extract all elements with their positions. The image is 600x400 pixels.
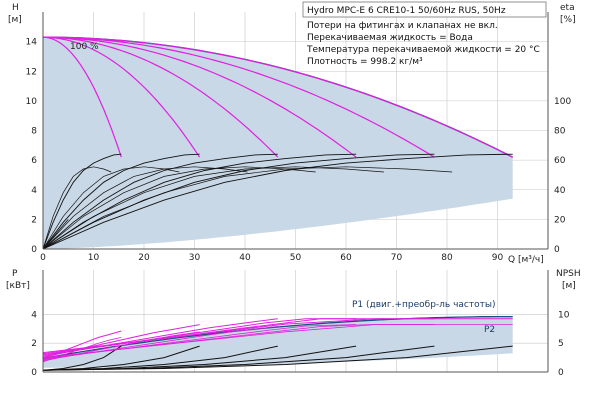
y-tick-label-eta-3: 60 (554, 156, 566, 166)
curves-layer (42, 36, 514, 250)
series-label-p1: P1 (двиг.+преобр-ль частоты) (352, 300, 496, 310)
series-label-p2: P2 (484, 325, 495, 335)
operating-band-area (43, 37, 513, 250)
y-tick-label-npsh-0: 0 (558, 368, 564, 378)
x-axis-title: Q [м³/ч] (508, 255, 544, 265)
head-efficiency-panel: H [м] eta [%] 0 10 20 30 40 50 60 70 80 90 0 2 4 6 8 10… (8, 1, 576, 265)
x-tick-label-3: 30 (189, 253, 201, 263)
efficiency-partial-curve-3 (42, 166, 248, 250)
info-box: Hydro MPC-E 6 CRE10-1 50/60Hz RUS, 50Hz … (302, 1, 547, 67)
y-tick-label-p-1: 2 (31, 339, 37, 349)
npsh-curve-6 (42, 345, 513, 371)
bottom-curves-layer (42, 315, 513, 371)
y-axis-unit-eta: [%] (560, 15, 576, 25)
info-line-3: Температура перекачиваемой жидкости = 20… (306, 45, 540, 55)
efficiency-partial-curve-5 (42, 166, 384, 250)
x-tick-label-4: 40 (239, 253, 251, 263)
y-axis-title-npsh: NPSH (556, 269, 581, 279)
pump-count-curve-5 (42, 36, 435, 158)
speed-label: 100 % (70, 42, 99, 52)
top-axes (42, 12, 549, 250)
pump-count-curve-1 (42, 36, 122, 158)
y-tick-label-eta-2: 40 (554, 186, 566, 196)
y-tick-label-h-6: 12 (26, 67, 37, 77)
y-tick-label-eta-0: 0 (554, 245, 560, 255)
y-tick-label-h-7: 14 (26, 38, 38, 48)
pump-count-curve-3 (42, 36, 279, 158)
efficiency-partial-curve-2 (42, 166, 180, 250)
y-axis-title-eta: eta (560, 3, 575, 13)
power-band-area (43, 316, 513, 368)
bottom-tick-labels: 0 2 4 0 5 10 (31, 310, 569, 378)
info-box-frame (302, 1, 547, 18)
efficiency-curve-3 (42, 153, 278, 250)
y-axis-title-h: H (12, 3, 19, 13)
info-line-4: Плотность = 998.2 кг/м³ (307, 57, 423, 67)
npsh-curve-1 (42, 345, 122, 371)
y-axis-title-p: P (12, 269, 18, 279)
y-tick-label-npsh-2: 10 (558, 310, 570, 320)
p1-curve-4 (42, 318, 357, 356)
operating-area-band (43, 37, 513, 250)
pump-count-curve-2 (42, 36, 201, 158)
x-tick-label-9: 90 (492, 253, 504, 263)
x-tick-label-8: 80 (441, 253, 453, 263)
power-npsh-panel: P [кВт] NPSH [м] 0 2 4 0 5 10 P1 (двиг.+преоб… (6, 269, 581, 378)
x-tick-label-1: 10 (88, 253, 100, 263)
y-tick-label-p-2: 4 (31, 310, 37, 320)
efficiency-partial-curve-6 (42, 166, 453, 250)
efficiency-partial-curve-1 (42, 166, 112, 250)
y-tick-label-h-3: 6 (31, 156, 37, 166)
efficiency-curve-5 (42, 153, 435, 250)
y-tick-label-eta-5: 100 (554, 97, 571, 107)
efficiency-curve-2 (42, 153, 200, 250)
pump-count-curve-4 (42, 36, 357, 158)
top-tick-labels: 0 10 20 30 40 50 60 70 80 90 0 2 4 6 8 10 12 14 0 20 40 60 80 1… (26, 38, 572, 263)
y-tick-label-h-1: 2 (31, 215, 37, 225)
efficiency-curve-1 (42, 153, 122, 250)
y-axis-unit-npsh: [м] (562, 281, 576, 291)
y-tick-label-h-0: 0 (31, 245, 37, 255)
x-tick-label-7: 70 (391, 253, 403, 263)
x-tick-label-0: 0 (40, 253, 46, 263)
efficiency-partial-curve-4 (42, 166, 316, 250)
y-tick-label-h-2: 4 (31, 186, 37, 196)
y-tick-label-p-0: 0 (31, 368, 37, 378)
y-tick-label-h-5: 10 (26, 97, 38, 107)
y-tick-label-eta-1: 20 (554, 215, 566, 225)
y-tick-label-npsh-1: 5 (558, 339, 564, 349)
x-tick-label-6: 60 (340, 253, 352, 263)
y-axis-unit-p: [кВт] (6, 281, 30, 291)
y-tick-label-eta-4: 80 (554, 127, 566, 137)
pump-count-curve-6 (42, 36, 513, 158)
chart-title: Hydro MPC-E 6 CRE10-1 50/60Hz RUS, 50Hz (307, 6, 506, 16)
info-line-2: Перекачиваемая жидкость = Вода (307, 33, 473, 43)
p1-curve-6 (42, 318, 513, 354)
operating-line (42, 219, 69, 250)
info-line-1: Потери на фитингах и клапанах не вкл. (307, 21, 498, 31)
y-tick-label-h-4: 8 (31, 127, 37, 137)
p2-curve-6 (42, 324, 513, 358)
x-tick-label-2: 20 (138, 253, 150, 263)
efficiency-curve-6 (42, 153, 513, 250)
bottom-axes (42, 270, 549, 373)
y-axis-unit-h: [м] (8, 15, 22, 25)
x-tick-label-5: 50 (290, 253, 302, 263)
